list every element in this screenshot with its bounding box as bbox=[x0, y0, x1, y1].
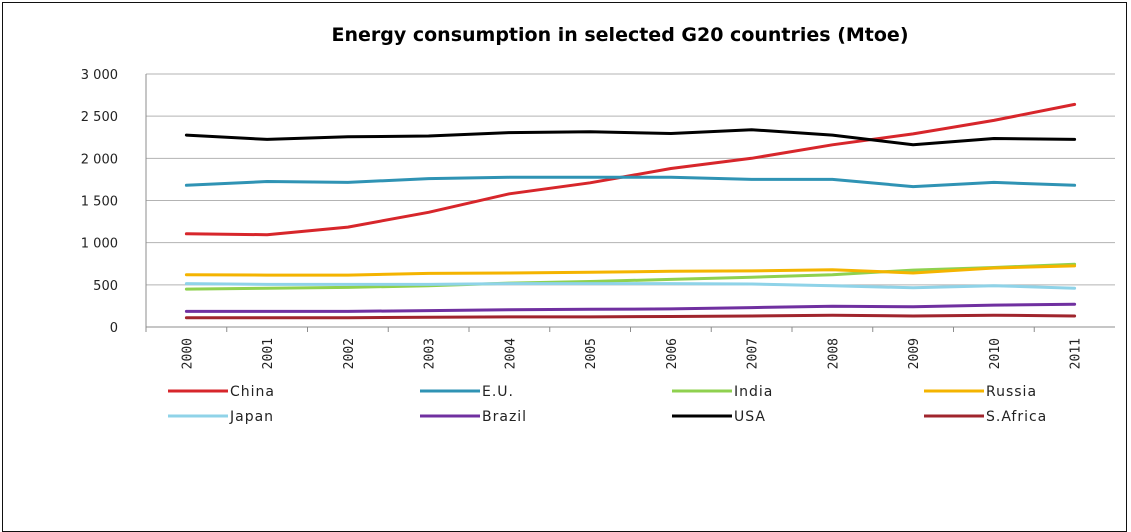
legend: China E.U. India Russia Japan Brazil USA S.Afri… bbox=[168, 384, 1047, 425]
y-tick-label: 500 bbox=[93, 279, 118, 294]
x-tick-label: 2001 bbox=[261, 338, 276, 369]
legend-label-india: India bbox=[734, 384, 773, 400]
x-tick-label: 2007 bbox=[746, 338, 761, 369]
x-tick-label: 2004 bbox=[503, 338, 518, 369]
x-tick-label: 2010 bbox=[988, 338, 1003, 369]
series-line-e-u- bbox=[184, 175, 1077, 189]
chart-title: Energy consumption in selected G20 count… bbox=[331, 24, 908, 46]
x-tick-label: 2006 bbox=[665, 338, 680, 369]
x-tick-label: 2002 bbox=[342, 338, 357, 369]
x-tick-label: 2005 bbox=[584, 338, 599, 369]
legend-label-russia: Russia bbox=[986, 384, 1037, 400]
y-tick-label: 2 000 bbox=[81, 152, 118, 167]
x-tick-label: 2011 bbox=[1069, 338, 1084, 369]
y-tick-label: 1 000 bbox=[81, 237, 118, 252]
y-tick-label: 0 bbox=[110, 321, 118, 336]
y-tick-label: 1 500 bbox=[81, 195, 118, 210]
series-line-brazil bbox=[184, 302, 1077, 313]
legend-label-brazil: Brazil bbox=[482, 409, 527, 425]
y-tick-label: 3 000 bbox=[81, 68, 118, 83]
y-tick-label: 2 500 bbox=[81, 110, 118, 125]
series-lines bbox=[184, 102, 1077, 320]
legend-label-china: China bbox=[230, 384, 275, 400]
x-tick-label: 2008 bbox=[826, 338, 841, 369]
y-axis-ticks: 0 500 1 000 1 500 2 000 2 500 3 000 bbox=[81, 68, 118, 336]
series-line-japan bbox=[184, 282, 1077, 290]
series-line-india bbox=[184, 262, 1077, 291]
legend-label-japan: Japan bbox=[229, 409, 274, 425]
series-line-usa bbox=[184, 128, 1077, 147]
legend-label-s-africa: S.Africa bbox=[986, 409, 1047, 425]
x-axis-ticks: 2000 2001 2002 2003 2004 2005 2006 2007 2008 2009… bbox=[145, 327, 1084, 369]
x-tick-label: 2000 bbox=[180, 338, 195, 369]
series-line-s-africa bbox=[184, 313, 1077, 320]
legend-label-usa: USA bbox=[734, 409, 766, 425]
series-line-russia bbox=[184, 264, 1077, 277]
series-line-china bbox=[184, 102, 1077, 237]
x-tick-label: 2009 bbox=[907, 338, 922, 369]
x-tick-label: 2003 bbox=[423, 338, 438, 369]
legend-label-e-u-: E.U. bbox=[482, 384, 514, 400]
